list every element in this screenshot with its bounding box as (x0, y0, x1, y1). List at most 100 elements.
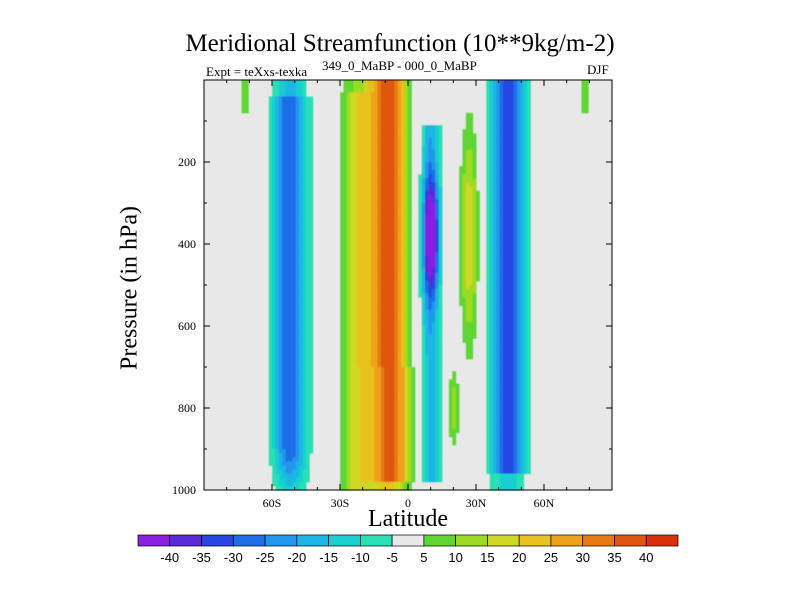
contour-cell (370, 162, 378, 167)
contour-cell (499, 453, 504, 458)
contour-cell (431, 145, 436, 151)
contour-cell (476, 260, 480, 266)
contour-cell (465, 121, 474, 126)
contour-cell (377, 166, 382, 171)
contour-cell (523, 358, 528, 364)
contour-cell (520, 182, 525, 188)
contour-cell (282, 346, 297, 352)
contour-cell (489, 342, 494, 348)
contour-cell (397, 186, 402, 192)
contour-cell (350, 280, 358, 286)
contour-cell (340, 313, 348, 319)
contour-cell (465, 231, 474, 237)
contour-cell (513, 358, 518, 364)
contour-cell (380, 178, 395, 184)
contour-cell (520, 321, 525, 327)
contour-cell (350, 293, 358, 298)
contour-cell (496, 391, 501, 397)
contour-cell (516, 449, 521, 454)
contour-cell (425, 133, 436, 138)
contour-cell (435, 145, 440, 151)
contour-cell (486, 96, 491, 102)
contour-cell (306, 334, 314, 339)
contour-cell (350, 440, 361, 446)
contour-cell (394, 268, 399, 274)
contour-cell (275, 412, 280, 417)
contour-cell (346, 485, 351, 491)
contour-cell (299, 215, 304, 220)
contour-cell (435, 133, 440, 138)
contour-cell (516, 461, 521, 466)
contour-cell (503, 104, 514, 110)
contour-cell (346, 92, 351, 97)
contour-cell (397, 153, 402, 159)
contour-cell (489, 96, 494, 102)
contour-cell (493, 207, 497, 212)
contour-cell (499, 408, 504, 413)
contour-cell (302, 149, 307, 155)
contour-cell (496, 137, 501, 143)
contour-cell (462, 231, 467, 237)
contour-cell (465, 194, 474, 200)
contour-cell (496, 305, 501, 311)
contour-cell (520, 108, 525, 114)
contour-cell (302, 252, 307, 257)
contour-cell (295, 432, 300, 438)
contour-cell (421, 399, 426, 405)
contour-cell (499, 289, 504, 294)
contour-cell (397, 211, 402, 216)
contour-cell (435, 268, 440, 274)
contour-cell (272, 211, 276, 216)
contour-cell (350, 145, 358, 151)
contour-cell (401, 358, 406, 364)
contour-cell (282, 453, 287, 458)
contour-cell (408, 227, 412, 233)
contour-cell (377, 145, 382, 151)
contour-cell (380, 170, 395, 175)
contour-cell (421, 403, 426, 409)
contour-cell (425, 428, 429, 434)
contour-cell (435, 272, 440, 278)
contour-cell (499, 88, 504, 93)
contour-cell (370, 358, 378, 364)
contour-cell (370, 125, 378, 130)
contour-cell (516, 428, 521, 434)
contour-cell (346, 104, 351, 110)
contour-cell (428, 457, 436, 462)
contour-cell (302, 121, 307, 126)
contour-cell (295, 342, 300, 348)
contour-cell (496, 116, 501, 122)
contour-cell (448, 408, 453, 413)
contour-cell (496, 223, 501, 229)
contour-cell (486, 141, 491, 147)
contour-cell (340, 256, 348, 261)
contour-cell (394, 313, 399, 319)
contour-cell (268, 219, 273, 225)
contour-cell (275, 375, 280, 380)
contour-cell (425, 157, 429, 163)
contour-cell (380, 334, 395, 339)
contour-cell (425, 362, 429, 368)
contour-cell (394, 416, 399, 421)
contour-cell (418, 289, 423, 294)
contour-cell (340, 408, 348, 413)
contour-cell (377, 133, 382, 138)
contour-cell (272, 412, 276, 417)
contour-cell (489, 207, 494, 212)
contour-cell (527, 166, 531, 171)
contour-cell (520, 354, 525, 360)
contour-cell (438, 157, 443, 163)
contour-cell (435, 457, 440, 462)
contour-cell (350, 157, 358, 163)
contour-cell (380, 129, 395, 134)
contour-cell (377, 358, 382, 364)
contour-cell (520, 469, 525, 475)
contour-cell (503, 100, 514, 106)
contour-cell (275, 354, 280, 360)
contour-cell (428, 436, 436, 442)
contour-cell (282, 129, 297, 134)
contour-cell (520, 100, 525, 106)
contour-cell (516, 256, 521, 261)
contour-cell (516, 182, 521, 188)
contour-cell (493, 391, 497, 397)
